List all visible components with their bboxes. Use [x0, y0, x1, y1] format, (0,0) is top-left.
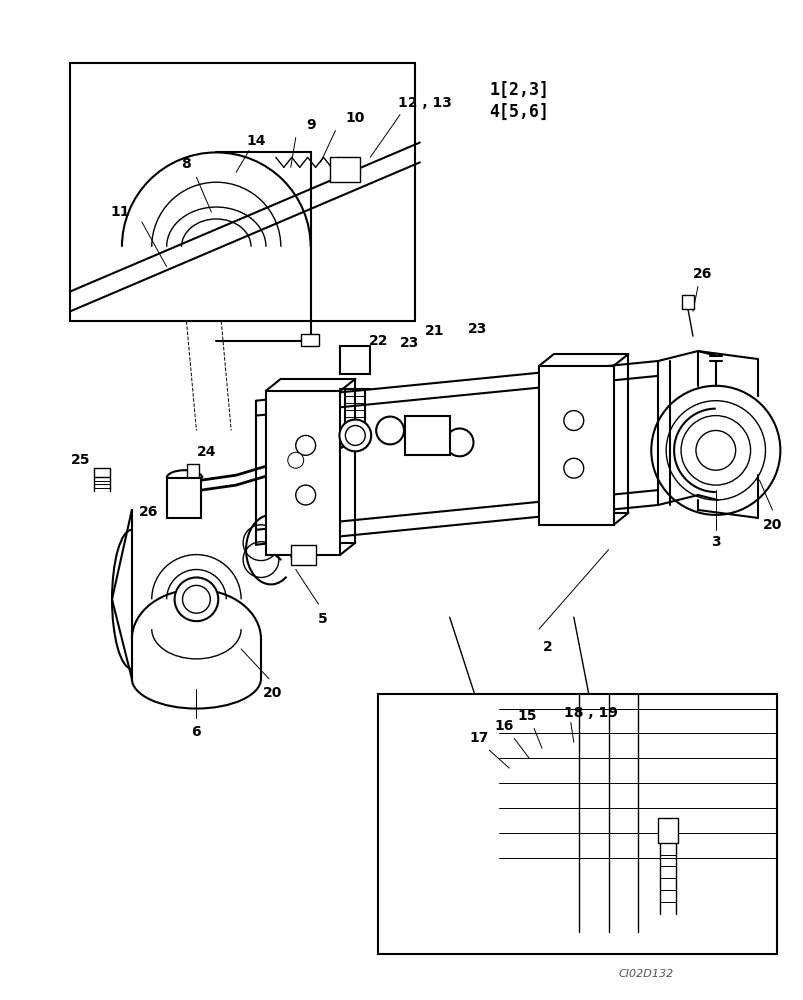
Text: 4[5,6]: 4[5,6] — [489, 103, 548, 121]
Text: 6: 6 — [191, 725, 201, 739]
Text: 9: 9 — [305, 118, 315, 132]
Circle shape — [287, 452, 304, 468]
Text: 17: 17 — [469, 731, 488, 745]
Text: 23: 23 — [467, 322, 487, 336]
Circle shape — [563, 411, 583, 430]
Bar — [330, 157, 360, 182]
Text: 2: 2 — [543, 640, 552, 654]
Text: 23: 23 — [400, 336, 419, 350]
Circle shape — [376, 417, 403, 444]
Text: 26: 26 — [139, 505, 158, 519]
Text: 21: 21 — [425, 324, 444, 338]
Text: 1[2,3]: 1[2,3] — [489, 81, 548, 99]
Text: 8: 8 — [181, 157, 191, 171]
Text: 18 , 19: 18 , 19 — [563, 706, 617, 720]
Text: 15: 15 — [517, 709, 536, 723]
Bar — [94, 468, 110, 477]
Text: 14: 14 — [246, 134, 266, 148]
Circle shape — [339, 420, 371, 451]
Bar — [291, 545, 316, 565]
Text: 24: 24 — [197, 445, 216, 459]
Bar — [187, 464, 199, 478]
Bar — [70, 63, 414, 321]
Circle shape — [563, 458, 583, 478]
Circle shape — [296, 485, 316, 505]
Text: CI02D132: CI02D132 — [618, 969, 673, 979]
Text: 20: 20 — [762, 518, 781, 532]
Text: 11: 11 — [110, 205, 129, 219]
Bar — [166, 478, 201, 518]
Bar — [538, 366, 613, 525]
Text: 10: 10 — [345, 111, 365, 125]
Text: 20: 20 — [263, 686, 282, 700]
Circle shape — [174, 488, 194, 508]
Text: 5: 5 — [317, 612, 327, 626]
Circle shape — [182, 585, 210, 613]
Circle shape — [296, 435, 316, 455]
Text: 3: 3 — [710, 535, 719, 549]
Bar — [300, 334, 318, 346]
Bar — [377, 694, 777, 954]
Text: 22: 22 — [368, 334, 387, 348]
Circle shape — [174, 577, 218, 621]
Circle shape — [445, 428, 473, 456]
Bar — [340, 346, 369, 374]
Bar — [405, 416, 449, 455]
Text: 12 , 13: 12 , 13 — [397, 96, 451, 110]
Text: 16: 16 — [494, 719, 513, 733]
Bar — [681, 295, 693, 309]
Circle shape — [345, 426, 365, 445]
Bar — [658, 818, 677, 843]
Text: 26: 26 — [692, 267, 711, 281]
Bar — [266, 391, 340, 555]
Text: 25: 25 — [71, 453, 90, 467]
